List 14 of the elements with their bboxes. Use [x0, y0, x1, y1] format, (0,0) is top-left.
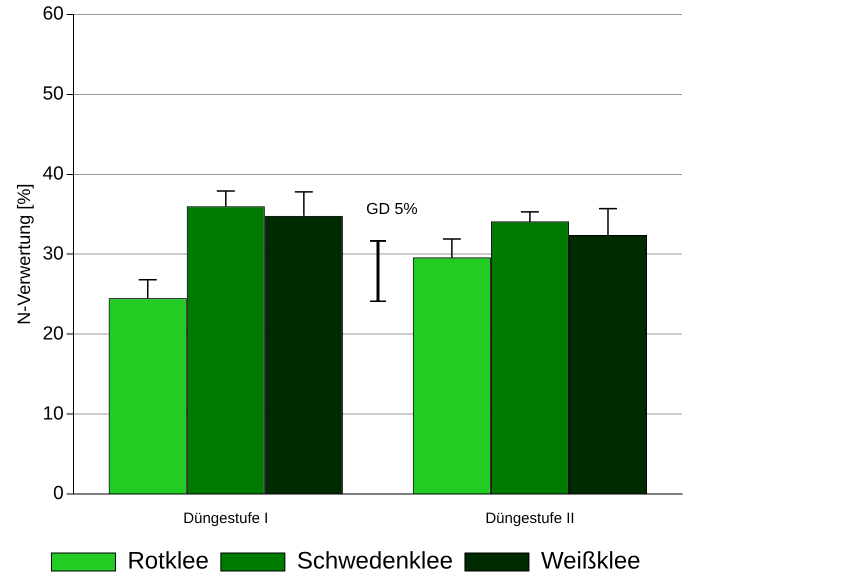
- y-tick-label: 50: [42, 84, 64, 105]
- legend-label: Schwedenklee: [296, 548, 453, 575]
- x-tick-label: Düngestufe I: [183, 510, 268, 528]
- legend-label: Rotklee: [127, 548, 209, 575]
- legend-label: Weißklee: [540, 548, 641, 575]
- y-tick-label: 10: [42, 403, 64, 424]
- y-tick-label: 40: [42, 164, 64, 184]
- x-tick-label: Düngestufe II: [485, 510, 575, 528]
- y-tick-label: 0: [53, 483, 64, 504]
- y-tick-label: 60: [42, 4, 64, 25]
- y-tick-label: 20: [42, 323, 64, 344]
- y-tick-label: 30: [42, 243, 64, 264]
- y-axis-title: N-Verwertung [%]: [14, 184, 34, 325]
- annotation: GD 5%: [366, 201, 418, 218]
